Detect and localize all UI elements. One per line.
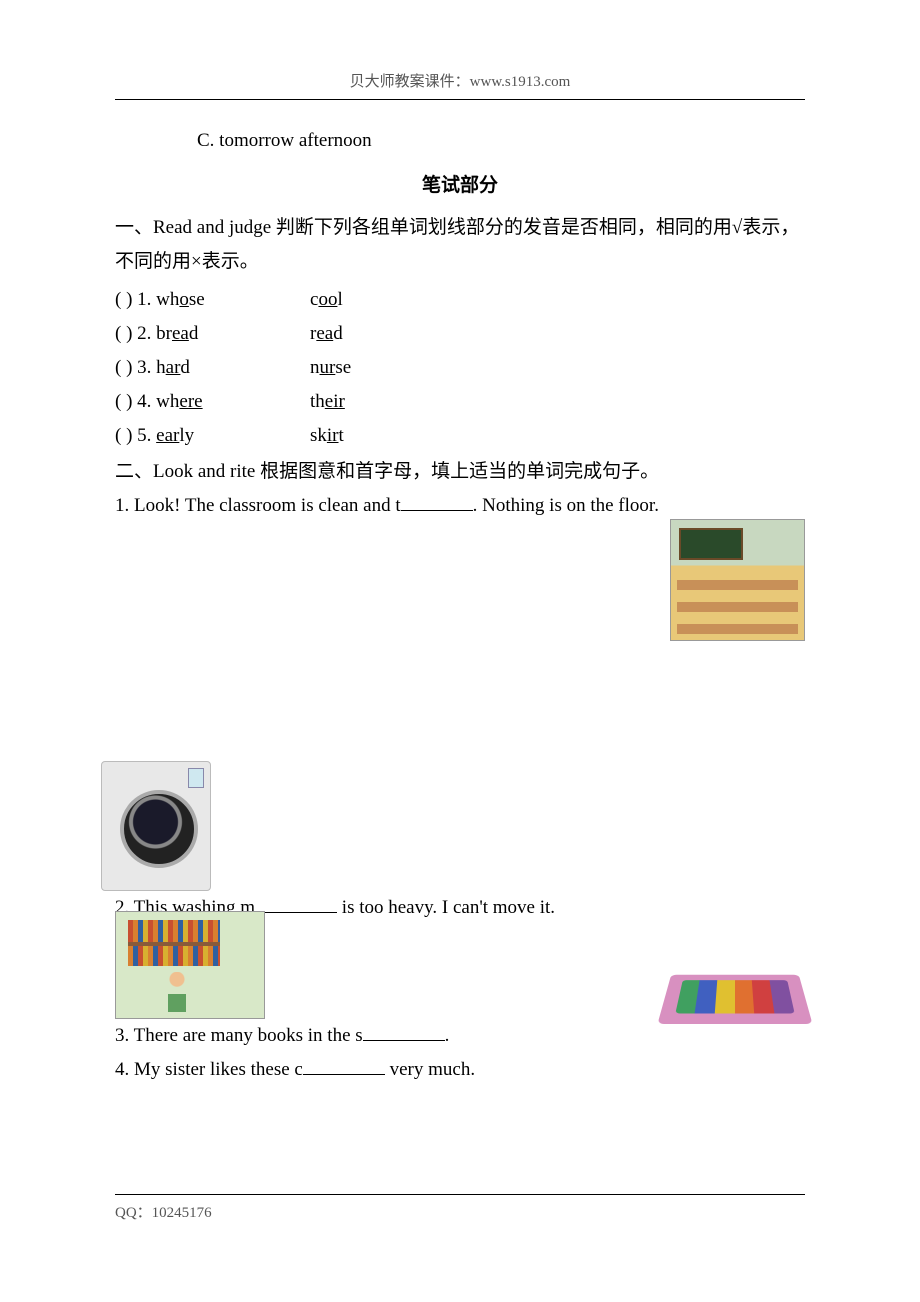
page-footer: QQ：10245176: [115, 1194, 805, 1222]
p2lb: d: [189, 323, 199, 344]
q4-post: very much.: [385, 1059, 475, 1080]
p1ru: oo: [318, 289, 337, 310]
p5ra: sk: [310, 425, 327, 446]
p1lb: se: [189, 289, 205, 310]
p5lu: ear: [156, 425, 179, 446]
section-title: 笔试部分: [115, 170, 805, 197]
pair-1-right: cool: [310, 283, 343, 317]
instruction-2: 二、Look and rite 根据图意和首字母，填上适当的单词完成句子。: [115, 455, 805, 489]
pair-row-3: ( ) 3. hard nurse: [115, 351, 805, 385]
p2ru: ea: [316, 323, 333, 344]
p5la: ( ) 5.: [115, 425, 156, 446]
p3lb: d: [180, 357, 190, 378]
q4-blank[interactable]: [303, 1057, 385, 1075]
pair-4-left: ( ) 4. where: [115, 385, 310, 419]
page-header: 贝大师教案课件：www.s1913.com: [115, 70, 805, 100]
crayons-image-wrap: [665, 959, 805, 1035]
p3ru: ur: [320, 357, 336, 378]
q1-post: . Nothing is on the floor.: [473, 495, 659, 516]
pair-2-right: read: [310, 317, 343, 351]
instruction-2-text: 二、Look and rite 根据图意和首字母，填上适当的单词完成句子。: [115, 461, 659, 482]
pair-3-right: nurse: [310, 351, 351, 385]
question-4: 4. My sister likes these c very much.: [115, 949, 805, 1089]
p3rb: se: [335, 357, 351, 378]
pair-1-left: ( ) 1. whose: [115, 283, 310, 317]
pair-4-right: their: [310, 385, 345, 419]
p1lu: o: [179, 289, 189, 310]
pair-3-left: ( ) 3. hard: [115, 351, 310, 385]
p4ru: eir: [325, 391, 345, 412]
section-title-text: 笔试部分: [422, 175, 498, 196]
pair-row-1: ( ) 1. whose cool: [115, 283, 805, 317]
q4-pre: 4. My sister likes these c: [115, 1059, 303, 1080]
p3lu: ar: [166, 357, 181, 378]
p4ra: th: [310, 391, 325, 412]
classroom-image: [670, 519, 805, 641]
question-2: 2. This washing m is too heavy. I can't …: [115, 649, 805, 799]
pair-2-left: ( ) 2. bread: [115, 317, 310, 351]
p3ra: n: [310, 357, 320, 378]
q4-text: 4. My sister likes these c very much.: [115, 1053, 805, 1087]
footer-text: QQ：10245176: [115, 1205, 212, 1221]
p5ru: ir: [327, 425, 339, 446]
p1rb: l: [337, 289, 342, 310]
pair-row-5: ( ) 5. early skirt: [115, 419, 805, 453]
q1-pre: 1. Look! The classroom is clean and t: [115, 495, 401, 516]
crayons-image: [657, 975, 812, 1024]
pair-row-4: ( ) 4. where their: [115, 385, 805, 419]
p4lu: ere: [179, 391, 202, 412]
question-1: 1. Look! The classroom is clean and t . N…: [115, 489, 805, 649]
p1la: ( ) 1. wh: [115, 289, 179, 310]
p2la: ( ) 2. br: [115, 323, 172, 344]
p2rb: d: [333, 323, 343, 344]
question-3: 3. There are many books in the s.: [115, 799, 805, 949]
word-pairs: ( ) 1. whose cool ( ) 2. bread read ( ) …: [115, 283, 805, 453]
instruction-1: 一、Read and judge 判断下列各组单词划线部分的发音是否相同，相同的…: [115, 211, 805, 245]
p4la: ( ) 4. wh: [115, 391, 179, 412]
option-c-line: C. tomorrow afternoon: [115, 124, 805, 158]
pair-row-2: ( ) 2. bread read: [115, 317, 805, 351]
instruction-1b: 不同的用×表示。: [115, 245, 805, 279]
instruction-1-line2: 不同的用×表示。: [115, 251, 259, 272]
pair-5-right: skirt: [310, 419, 344, 453]
instruction-1-line1: 一、Read and judge 判断下列各组单词划线部分的发音是否相同，相同的…: [115, 217, 799, 238]
q1-blank[interactable]: [401, 493, 473, 511]
option-c-text: C. tomorrow afternoon: [197, 130, 372, 151]
p5rb: t: [339, 425, 344, 446]
page-body: 贝大师教案课件：www.s1913.com C. tomorrow aftern…: [0, 0, 920, 1089]
p2lu: ea: [172, 323, 189, 344]
q1-text: 1. Look! The classroom is clean and t . N…: [115, 489, 805, 523]
header-text: 贝大师教案课件：www.s1913.com: [350, 74, 571, 90]
p5lb: ly: [179, 425, 194, 446]
pair-5-left: ( ) 5. early: [115, 419, 310, 453]
p3la: ( ) 3. h: [115, 357, 166, 378]
